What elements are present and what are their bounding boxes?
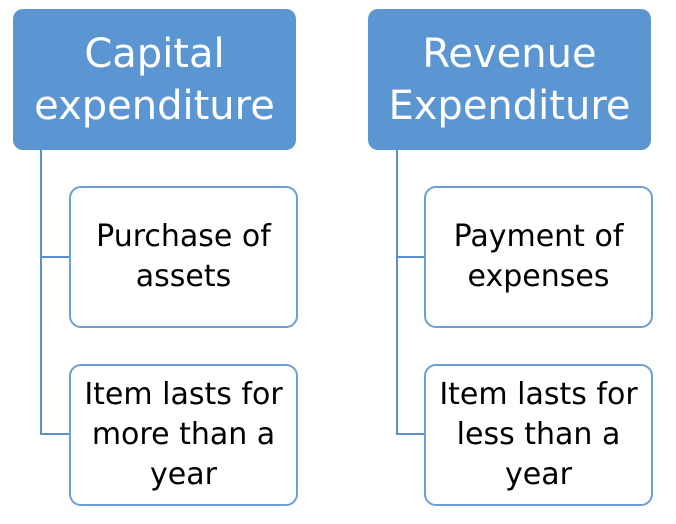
capital-branch-connector-1	[40, 256, 71, 258]
revenue-expenditure-title: Revenue Expenditure	[388, 30, 631, 129]
revenue-branch-connector-1	[396, 256, 426, 258]
capital-item-1-label: Purchase of assets	[96, 219, 271, 294]
capital-vertical-connector	[40, 150, 42, 435]
revenue-item-2-label: Item lasts for less than a year	[439, 377, 638, 492]
capital-item-purchase-of-assets: Purchase of assets	[69, 186, 298, 328]
revenue-item-payment-of-expenses: Payment of expenses	[424, 186, 653, 328]
capital-expenditure-title: Capital expenditure	[34, 30, 275, 129]
capital-branch-connector-2	[40, 433, 71, 435]
revenue-item-1-label: Payment of expenses	[453, 219, 624, 294]
capital-expenditure-header: Capital expenditure	[13, 9, 296, 150]
revenue-item-lasts-less-than-year: Item lasts for less than a year	[424, 364, 653, 506]
revenue-expenditure-header: Revenue Expenditure	[368, 9, 651, 150]
revenue-branch-connector-2	[396, 433, 426, 435]
capital-item-lasts-more-than-year: Item lasts for more than a year	[69, 364, 298, 506]
revenue-vertical-connector	[396, 150, 398, 435]
capital-item-2-label: Item lasts for more than a year	[84, 377, 283, 492]
